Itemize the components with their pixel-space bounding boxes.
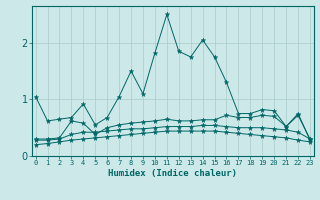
X-axis label: Humidex (Indice chaleur): Humidex (Indice chaleur) [108,169,237,178]
